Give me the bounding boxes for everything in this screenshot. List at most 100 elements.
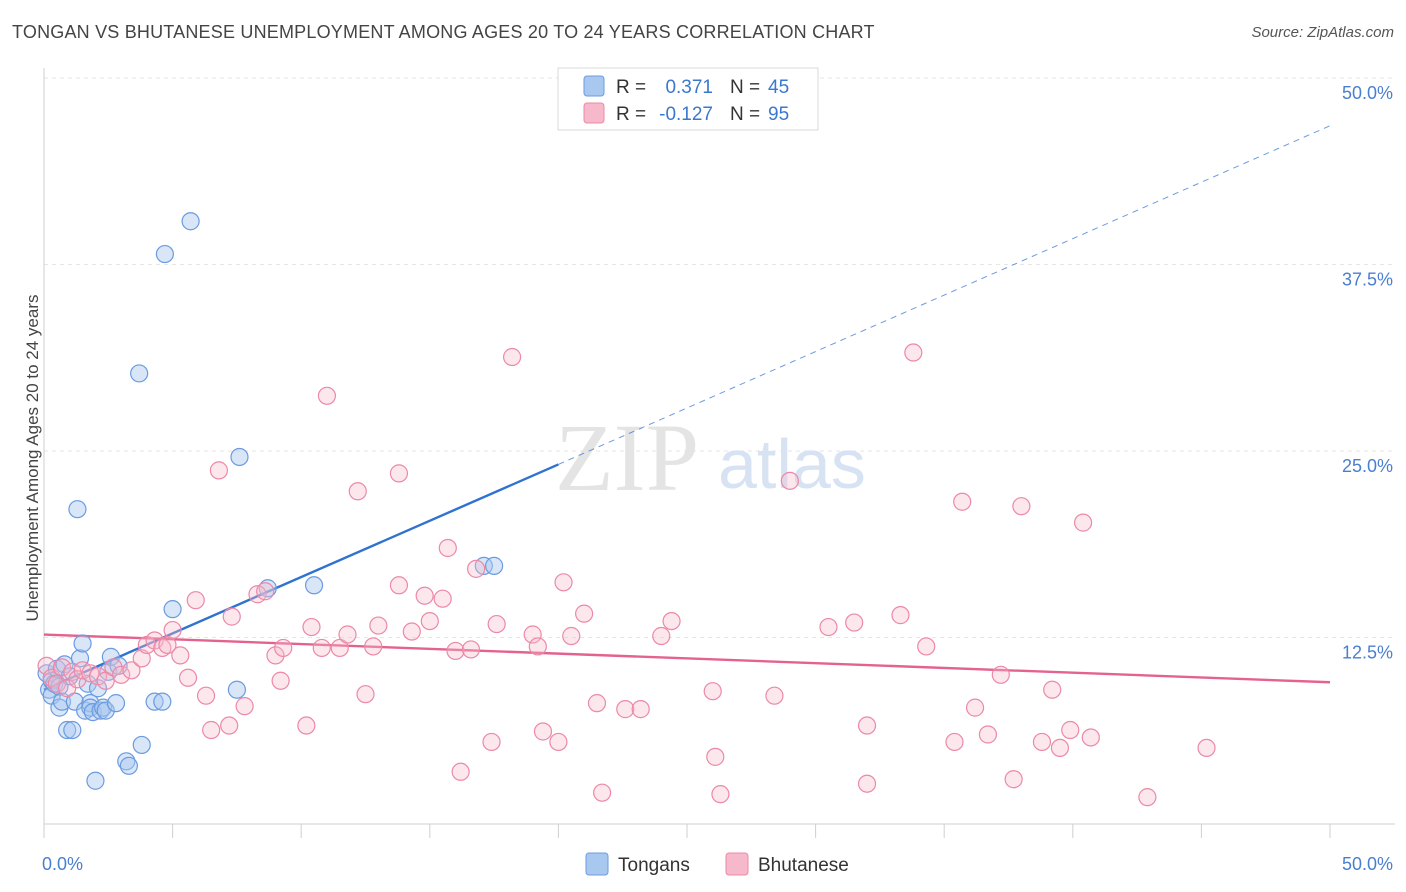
- point-bhutanese: [132, 649, 151, 668]
- point-bhutanese: [482, 732, 501, 752]
- legend-bottom: Tongans Bhutanese: [585, 852, 849, 876]
- x-tick-label-min: 0.0%: [42, 854, 83, 874]
- point-bhutanese: [317, 386, 337, 405]
- point-bhutanese: [533, 722, 553, 741]
- point-bhutanese: [1138, 788, 1157, 807]
- point-tongans: [65, 692, 84, 711]
- point-bhutanese: [1004, 770, 1023, 789]
- point-bhutanese: [523, 625, 542, 644]
- point-tongans: [155, 244, 174, 264]
- point-tongans: [181, 212, 200, 231]
- point-tongans: [304, 576, 324, 595]
- point-tongans: [70, 649, 90, 668]
- point-bhutanese: [222, 607, 241, 626]
- point-bhutanese: [652, 626, 671, 646]
- point-bhutanese: [917, 637, 936, 656]
- y-tick-label: 50.0%: [1342, 83, 1393, 103]
- legend-n-label-tongans: N =: [730, 77, 760, 98]
- legend-bottom-swatch-tongans: [585, 852, 609, 876]
- trend-lines: [43, 125, 1331, 691]
- point-bhutanese: [348, 482, 367, 501]
- point-bhutanese: [703, 682, 722, 701]
- trend-line-tongans: [43, 463, 559, 691]
- point-bhutanese: [274, 638, 293, 658]
- point-bhutanese: [845, 613, 864, 632]
- point-bhutanese: [593, 783, 612, 802]
- point-bhutanese: [503, 347, 522, 367]
- y-tick-label: 25.0%: [1342, 456, 1393, 476]
- point-bhutanese: [1061, 720, 1080, 740]
- point-bhutanese: [338, 625, 357, 644]
- point-tongans: [58, 720, 77, 740]
- point-bhutanese: [266, 646, 285, 665]
- point-bhutanese: [819, 617, 838, 637]
- point-bhutanese: [415, 586, 434, 605]
- point-bhutanese: [438, 538, 457, 558]
- point-tongans: [91, 701, 110, 720]
- point-bhutanese: [37, 656, 56, 675]
- point-bhutanese: [857, 774, 877, 793]
- point-tongans: [163, 600, 182, 619]
- point-tongans: [52, 692, 72, 711]
- point-bhutanese: [420, 611, 439, 631]
- point-bhutanese: [965, 698, 985, 717]
- point-bhutanese: [104, 658, 123, 677]
- point-bhutanese: [312, 638, 331, 658]
- point-bhutanese: [58, 679, 77, 698]
- point-tongans: [258, 579, 277, 598]
- point-bhutanese: [904, 343, 923, 362]
- source-label: Source: ZipAtlas.com: [1251, 24, 1394, 41]
- point-bhutanese: [112, 665, 131, 684]
- legend-bottom-label-tongans: Tongans: [618, 855, 690, 876]
- legend-swatch-tongans: [583, 75, 605, 97]
- point-bhutanese: [1073, 513, 1093, 532]
- trend-line-extension-tongans: [558, 125, 1331, 465]
- point-bhutanese: [587, 694, 607, 713]
- y-tick-label: 37.5%: [1342, 270, 1393, 290]
- point-bhutanese: [302, 617, 321, 637]
- series-bhutanese: [37, 343, 1216, 807]
- point-bhutanese: [616, 700, 635, 719]
- point-bhutanese: [451, 762, 470, 781]
- point-bhutanese: [163, 620, 182, 640]
- point-bhutanese: [256, 582, 275, 601]
- point-bhutanese: [153, 638, 172, 658]
- point-bhutanese: [562, 626, 581, 646]
- point-bhutanese: [711, 785, 730, 804]
- legend-n-value-tongans: 45: [768, 77, 789, 98]
- legend-bottom-swatch-bhutanese: [725, 852, 749, 876]
- point-bhutanese: [122, 661, 141, 680]
- y-axis-label: Unemployment Among Ages 20 to 24 years: [23, 295, 42, 622]
- point-bhutanese: [891, 606, 910, 625]
- point-tongans: [73, 634, 92, 653]
- point-bhutanese: [461, 640, 481, 659]
- point-bhutanese: [706, 747, 725, 766]
- point-bhutanese: [220, 716, 239, 735]
- point-bhutanese: [953, 492, 972, 511]
- point-tongans: [55, 655, 74, 674]
- point-bhutanese: [1197, 738, 1216, 758]
- point-bhutanese: [1081, 728, 1100, 747]
- y-tick-label: 12.5%: [1342, 643, 1393, 663]
- point-bhutanese: [945, 732, 964, 752]
- point-bhutanese: [433, 589, 452, 608]
- point-bhutanese: [1032, 732, 1052, 752]
- point-bhutanese: [549, 732, 568, 752]
- series-tongans: [37, 212, 504, 790]
- point-bhutanese: [575, 604, 594, 623]
- point-bhutanese: [202, 720, 221, 740]
- watermark-zip: ZIP: [555, 404, 699, 511]
- trend-line-bhutanese: [43, 633, 1331, 684]
- point-tongans: [78, 674, 97, 693]
- legend-top: R = 0.371 N = 45 R = -0.127 N = 95: [557, 67, 819, 131]
- point-bhutanese: [1050, 738, 1070, 758]
- legend-swatch-bhutanese: [583, 102, 605, 124]
- point-bhutanese: [528, 637, 547, 656]
- point-bhutanese: [466, 559, 486, 578]
- point-bhutanese: [389, 576, 409, 595]
- point-bhutanese: [297, 716, 316, 735]
- legend-r-value-tongans: 0.371: [665, 77, 713, 98]
- point-bhutanese: [991, 665, 1010, 684]
